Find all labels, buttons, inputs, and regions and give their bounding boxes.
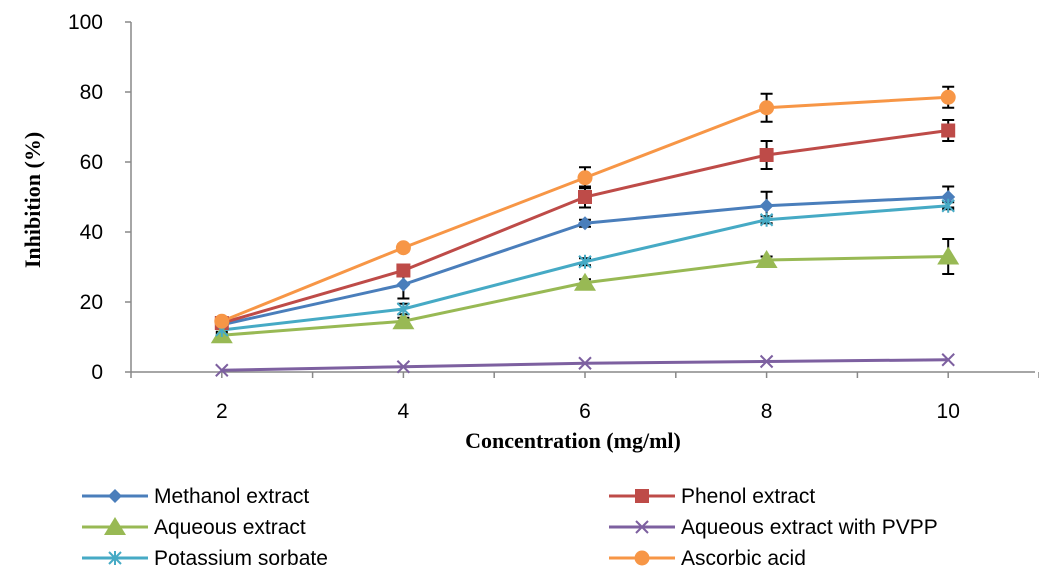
legend-label: Ascorbic acid [681, 547, 806, 570]
legend: Methanol extract Phenol extract Aqueous ex… [82, 485, 938, 570]
legend-marker [635, 489, 649, 503]
data-point-methanol-extract [396, 277, 411, 292]
x-axis-ticks: 2 4 6 8 10 [130, 372, 1039, 423]
data-point-aqueous-extract-with-pvpp [396, 360, 411, 374]
legend-label: Potassium sorbate [154, 547, 328, 570]
y-tick-label: 60 [80, 151, 103, 174]
data-point-aqueous-extract-with-pvpp [941, 353, 955, 367]
data-point-aqueous-extract [937, 246, 960, 265]
error-bars [215, 85, 955, 338]
y-tick-label: 100 [68, 11, 103, 34]
data-point-ascorbic-acid [759, 100, 775, 116]
x-tick-label: 2 [216, 400, 228, 423]
data-point-phenol-extract [759, 148, 774, 162]
data-point-methanol-extract [941, 190, 956, 204]
y-tick-label: 0 [91, 361, 103, 384]
legend-marker [108, 489, 122, 503]
x-tick-label: 6 [579, 400, 591, 423]
data-point-potassium-sorbate [396, 302, 411, 316]
series-line-aqueous-extract-with-pvpp [221, 358, 949, 372]
data-point-aqueous-extract-with-pvpp [759, 354, 774, 369]
y-axis-title: Inhibition (%) [20, 132, 45, 268]
series-lines [221, 95, 949, 372]
data-point-methanol-extract [578, 216, 592, 231]
data-point-ascorbic-acid [577, 170, 593, 186]
legend-marker [108, 551, 122, 565]
data-point-potassium-sorbate [759, 212, 774, 227]
data-point-phenol-extract [578, 190, 592, 204]
data-point-aqueous-extract [574, 272, 596, 291]
legend-item-ascorbic-acid: Ascorbic acid [609, 547, 806, 570]
data-point-methanol-extract [759, 198, 774, 213]
y-tick-label: 40 [80, 221, 103, 244]
y-axis-ticks: 0 20 40 60 80 100 [68, 11, 131, 384]
data-point-potassium-sorbate [941, 198, 955, 213]
data-point-phenol-extract [396, 263, 411, 278]
series-markers [210, 89, 960, 377]
x-axis-title: Concentration (mg/ml) [465, 428, 681, 453]
legend-item-potassium-sorbate: Potassium sorbate [82, 547, 328, 570]
legend-marker [634, 550, 650, 566]
y-tick-label: 80 [80, 81, 103, 104]
data-point-aqueous-extract [392, 311, 415, 330]
legend-label: Methanol extract [154, 485, 309, 508]
y-tick-label: 20 [80, 291, 103, 314]
legend-item-methanol-extract: Methanol extract [82, 485, 309, 508]
x-tick-label: 10 [937, 400, 960, 423]
x-tick-label: 8 [761, 400, 773, 423]
legend-label: Aqueous extract [154, 516, 306, 539]
legend-item-phenol-extract: Phenol extract [609, 485, 815, 508]
data-point-ascorbic-acid [214, 313, 230, 329]
legend-item-aqueous-extract-with-pvpp: Aqueous extract with PVPP [609, 516, 938, 539]
data-point-ascorbic-acid [940, 89, 956, 105]
data-point-potassium-sorbate [578, 254, 592, 269]
data-point-ascorbic-acid [395, 240, 411, 256]
legend-label: Phenol extract [681, 485, 815, 508]
data-point-aqueous-extract [755, 250, 778, 268]
legend-label: Aqueous extract with PVPP [681, 516, 938, 539]
data-point-aqueous-extract-with-pvpp [578, 356, 592, 370]
legend-marker [635, 520, 649, 534]
legend-item-aqueous-extract: Aqueous extract [82, 516, 306, 539]
x-tick-label: 4 [398, 400, 410, 423]
data-point-phenol-extract [941, 123, 956, 138]
legend-marker [104, 517, 126, 535]
data-point-aqueous-extract-with-pvpp [215, 363, 229, 377]
axes [130, 22, 1035, 373]
